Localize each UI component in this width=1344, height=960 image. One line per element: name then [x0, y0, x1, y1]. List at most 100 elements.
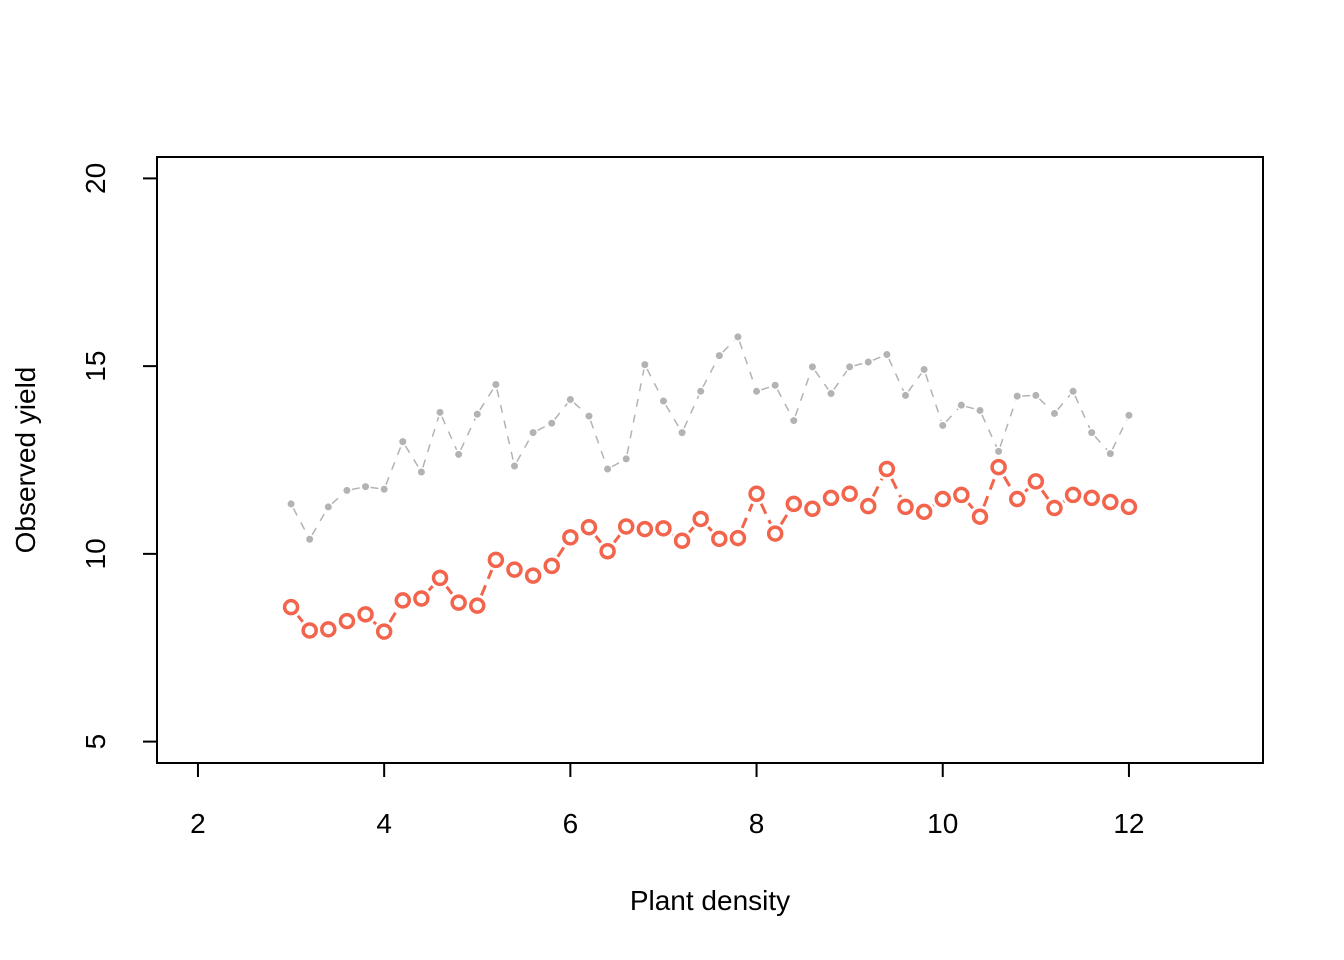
series-2-point — [971, 508, 989, 525]
series-2-point — [841, 485, 858, 503]
series-2-point — [673, 532, 691, 549]
series-1-point — [883, 350, 891, 358]
series-1-segment — [872, 355, 883, 361]
x-axis: 2 4 6 8 10 12 — [190, 762, 1145, 839]
series-2-segment — [445, 585, 454, 595]
series-1-point — [324, 503, 332, 511]
series-1-point — [399, 438, 407, 446]
series-1-point — [1106, 450, 1114, 458]
series-2-point — [506, 561, 523, 578]
series-2-segment — [427, 585, 434, 592]
series-2-segment — [707, 525, 713, 532]
series-1-segment — [311, 510, 327, 536]
series-1-segment — [907, 373, 922, 392]
series-2-point — [878, 460, 896, 478]
series-1-point — [1125, 411, 1133, 419]
series-1-point — [1069, 387, 1077, 395]
series-1-point — [790, 417, 798, 425]
series-2-segment — [688, 526, 695, 534]
series-1-point — [902, 391, 910, 399]
series-2-segment — [1040, 489, 1050, 500]
series-2-point — [953, 486, 970, 504]
series-2-segment — [594, 534, 603, 544]
series-2-point — [915, 503, 933, 521]
x-tick-label: 6 — [563, 808, 579, 839]
series-2-point — [860, 497, 877, 515]
series-2-segment — [556, 545, 566, 558]
series-1-point — [808, 363, 816, 371]
series-2-point — [655, 520, 672, 537]
series-2-point — [1027, 473, 1045, 490]
series-1-point — [455, 450, 463, 458]
series-1-point — [306, 535, 314, 543]
series-1-point — [976, 406, 984, 414]
series-1-point — [697, 387, 705, 395]
x-axis-label: Plant density — [630, 885, 790, 916]
series-1-point — [417, 468, 425, 476]
series-2-segment — [740, 503, 754, 529]
series-1-point — [939, 421, 947, 429]
series-2-segment — [982, 476, 997, 507]
series-1-point — [436, 408, 444, 416]
series-2-point — [1120, 498, 1138, 516]
series-1-point — [659, 397, 667, 405]
series-1-point — [622, 455, 630, 463]
series-1-segment — [496, 389, 515, 462]
series-1-segment — [702, 359, 718, 388]
series-1-point — [604, 465, 612, 473]
series-2-point — [990, 458, 1007, 476]
series-2-point — [692, 510, 709, 528]
series-2-point — [711, 530, 728, 548]
series-1-segment — [554, 403, 568, 420]
series-1-point — [529, 429, 537, 437]
series-2-point — [1008, 490, 1026, 508]
series-1-point — [678, 429, 686, 437]
series-2 — [282, 458, 1138, 640]
series-2-segment — [759, 503, 772, 525]
series-1-point — [1032, 391, 1040, 399]
series-1-point — [548, 419, 556, 427]
series-2-point — [599, 542, 616, 560]
series-1-segment — [722, 339, 735, 353]
series-2-point — [543, 557, 560, 575]
series-1-segment — [351, 486, 361, 491]
series-2-segment — [779, 512, 790, 526]
series-1-point — [585, 412, 593, 420]
series-2-point — [413, 590, 430, 607]
series-1-segment — [833, 370, 848, 390]
series-2-point — [394, 592, 412, 609]
series-1-point — [771, 381, 779, 389]
series-1-segment — [776, 389, 793, 417]
y-tick-label: 15 — [80, 351, 111, 382]
series-1-segment — [479, 388, 494, 411]
series-1-segment — [589, 420, 607, 465]
y-axis: 5 10 15 20 — [80, 163, 158, 750]
series-1-point — [380, 485, 388, 493]
series-2-point — [487, 551, 505, 569]
series-1-segment — [1111, 419, 1128, 450]
series-1-segment — [683, 395, 700, 429]
y-tick-label: 5 — [80, 734, 111, 750]
series-2-point — [897, 498, 914, 516]
series-1-segment — [573, 402, 586, 414]
series-2-point — [469, 597, 486, 614]
series-2-point — [617, 518, 635, 535]
series-1-point — [492, 381, 500, 389]
series-1-segment — [854, 362, 864, 367]
series-2-point — [636, 520, 654, 538]
series-2-point — [320, 621, 337, 638]
series-1-segment — [965, 405, 976, 410]
x-tick-label: 8 — [749, 808, 765, 839]
series-1-point — [957, 401, 965, 409]
series-2-point — [729, 529, 747, 547]
series-1-segment — [537, 424, 548, 432]
series-2-segment — [388, 609, 399, 623]
series-1-segment — [1094, 435, 1108, 451]
series-1-segment — [292, 508, 309, 536]
series-1-point — [864, 358, 872, 366]
y-axis-label: Observed yield — [10, 367, 41, 554]
series-2-point — [1046, 499, 1063, 517]
series-2-point — [580, 518, 598, 536]
series-2-point — [301, 622, 318, 639]
